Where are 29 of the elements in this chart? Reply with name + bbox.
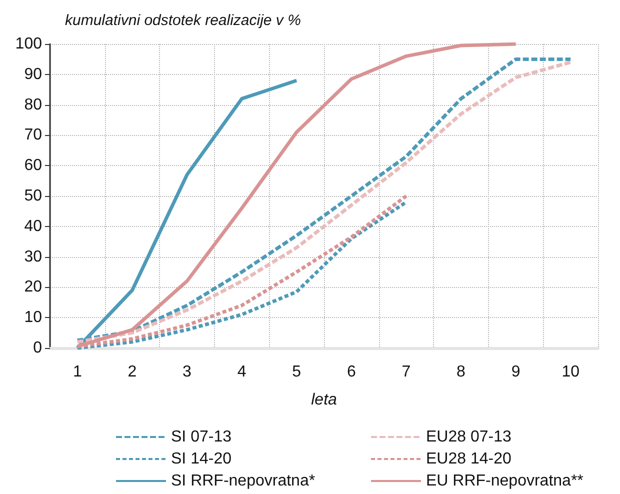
x-tick-label: 4 xyxy=(237,364,246,380)
legend-label: SI RRF-nepovratna* xyxy=(171,472,316,490)
y-tick-label: 60 xyxy=(24,157,42,174)
x-tick-label: 1 xyxy=(72,364,82,380)
x-axis-title: leta xyxy=(311,392,337,408)
y-tick-label: 70 xyxy=(24,126,42,144)
y-tick-label: 50 xyxy=(24,188,42,204)
y-tick-label: 30 xyxy=(24,248,42,266)
legend-label: SI 14-20 xyxy=(171,450,232,468)
x-tick-label: 7 xyxy=(402,364,411,380)
y-tick-label: 40 xyxy=(24,218,42,235)
x-tick-label: 2 xyxy=(128,364,137,380)
x-tick-label: 5 xyxy=(292,364,302,380)
legend-label: SI 07-13 xyxy=(171,428,232,446)
x-tick-label: 9 xyxy=(511,364,520,380)
y-tick-label: 0 xyxy=(33,340,42,356)
legend-label: EU28 07-13 xyxy=(426,428,512,446)
chart-title: kumulativni odstotek realizacije v % xyxy=(65,12,301,29)
y-tick-label: 90 xyxy=(24,66,42,83)
y-tick-label: 10 xyxy=(24,309,42,326)
y-tick-label: 20 xyxy=(24,278,42,296)
legend-label: EU28 14-20 xyxy=(426,450,512,468)
y-tick-label: 80 xyxy=(24,96,42,114)
y-tick-label: 100 xyxy=(15,36,42,52)
x-tick-label: 3 xyxy=(182,364,192,380)
x-tick-label: 8 xyxy=(456,364,466,380)
x-tick-label: 10 xyxy=(562,364,580,380)
legend-label: EU RRF-nepovratna** xyxy=(426,472,584,490)
x-tick-label: 6 xyxy=(346,364,356,380)
